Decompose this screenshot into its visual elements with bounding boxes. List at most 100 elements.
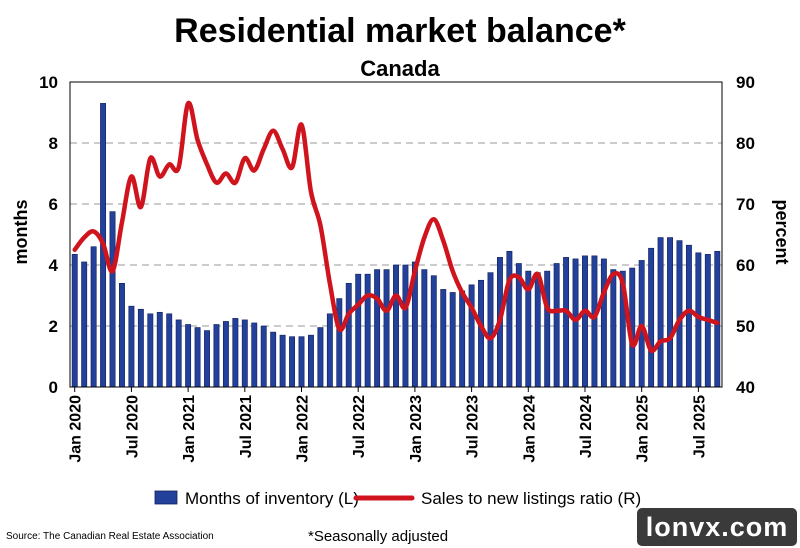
bar-2023-06 <box>459 290 466 388</box>
bar-2023-04 <box>440 289 447 388</box>
bar-2025-04 <box>667 237 673 388</box>
bar-2024-08 <box>591 255 598 388</box>
x-tick-label: Jul 2025 <box>691 395 708 458</box>
bar-2021-03 <box>204 330 210 388</box>
right-tick-label: 40 <box>736 378 755 397</box>
right-tick-label: 60 <box>736 256 755 275</box>
bar-2020-02 <box>81 261 88 388</box>
left-tick-label: 0 <box>49 378 58 397</box>
bar-2022-10 <box>383 269 390 388</box>
bar-2024-03 <box>544 270 551 388</box>
legend: Months of inventory (L) Sales to new lis… <box>154 489 641 508</box>
x-tick-label: Jan 2023 <box>408 395 425 463</box>
bar-2024-05 <box>563 257 570 388</box>
legend-bar-swatch <box>154 490 178 505</box>
bar-2020-10 <box>156 311 163 388</box>
x-tick-label: Jan 2024 <box>521 395 538 463</box>
left-tick-label: 4 <box>49 256 59 275</box>
right-tick-label: 80 <box>736 134 755 153</box>
bar-2023-09 <box>487 272 494 388</box>
bar-2020-12 <box>175 319 182 388</box>
legend-label-months-of-inventory: Months of inventory (L) <box>185 489 359 508</box>
bar-2021-10 <box>270 331 277 388</box>
right-tick-label: 70 <box>736 195 755 214</box>
bar-2024-06 <box>572 258 579 388</box>
x-tick-label: Jan 2022 <box>295 395 312 463</box>
bar-2020-08 <box>137 308 144 388</box>
watermark-logo: lonvx.com <box>637 508 797 546</box>
bar-2022-09 <box>374 269 381 388</box>
left-tick-label: 2 <box>49 317 58 336</box>
bar-2025-02 <box>648 247 655 388</box>
bar-2024-09 <box>600 258 607 388</box>
legend-label-sales-to-new-listings-ratio: Sales to new listings ratio (R) <box>421 489 641 508</box>
right-tick-label: 50 <box>736 317 755 336</box>
x-tick-label: Jul 2020 <box>124 395 141 458</box>
x-axis-ticks: Jan 2020 Jul 2020 Jan 2021 Jul 2021 Jan 2022… <box>68 387 708 463</box>
plot-frame <box>69 81 723 388</box>
bar-2022-01 <box>298 336 305 388</box>
x-tick-label: Jan 2021 <box>181 395 198 463</box>
bar-2024-02 <box>534 272 541 388</box>
bar-2020-06 <box>119 282 125 388</box>
bar-2024-10 <box>610 269 617 388</box>
bar-2025-06 <box>685 244 692 388</box>
left-tick-label: 8 <box>49 134 58 153</box>
left-axis-label: months <box>11 200 31 265</box>
left-tick-label: 10 <box>39 73 58 92</box>
bar-2024-04 <box>553 263 560 388</box>
bar-2023-07 <box>468 284 475 388</box>
bar-2021-09 <box>260 325 267 388</box>
bar-2022-07 <box>355 273 362 388</box>
chart-subtitle: Canada <box>360 56 440 81</box>
bar-2021-12 <box>289 336 296 388</box>
bar-2020-01 <box>71 254 78 388</box>
line-series-sales-to-new-listings-ratio <box>72 100 720 354</box>
x-tick-label: Jan 2025 <box>635 395 652 463</box>
bar-2020-11 <box>166 313 173 388</box>
bar-2021-06 <box>232 318 239 388</box>
x-tick-label: Jul 2021 <box>238 395 255 458</box>
bar-2022-02 <box>308 334 314 388</box>
left-tick-label: 6 <box>49 195 58 214</box>
bar-2021-07 <box>241 319 248 388</box>
x-tick-label: Jul 2024 <box>578 395 595 458</box>
bar-2023-05 <box>449 292 456 388</box>
source-note: Source: The Canadian Real Estate Associa… <box>6 531 214 542</box>
bar-2020-05 <box>109 211 116 388</box>
bar-2020-07 <box>128 305 135 388</box>
x-tick-label: Jul 2023 <box>465 395 482 458</box>
bar-2022-12 <box>402 264 409 388</box>
bar-2021-04 <box>213 324 220 388</box>
chart-title: Residential market balance* <box>174 12 626 50</box>
bar-2022-03 <box>317 327 324 388</box>
bar-2021-05 <box>222 321 229 388</box>
bar-2025-03 <box>657 237 664 388</box>
bar-2022-11 <box>393 264 399 388</box>
bar-2021-08 <box>251 322 258 388</box>
bar-2021-01 <box>185 324 192 388</box>
bar-2022-08 <box>364 273 371 388</box>
bar-2021-11 <box>279 334 286 388</box>
x-tick-label: Jan 2020 <box>68 395 85 463</box>
bar-2025-01 <box>638 260 645 388</box>
bar-2022-04 <box>326 313 333 388</box>
bar-2023-02 <box>421 269 428 388</box>
seasonal-adjustment-note: *Seasonally adjusted <box>308 528 448 545</box>
bar-2020-09 <box>147 313 154 388</box>
bar-2022-05 <box>336 298 343 388</box>
bar-2021-02 <box>194 327 201 388</box>
bar-series-months-of-inventory <box>71 103 721 388</box>
left-axis-ticks: 0 2 4 6 8 10 <box>39 73 58 397</box>
x-tick-label: Jul 2022 <box>351 395 368 458</box>
right-axis-label: percent <box>772 199 792 264</box>
bar-2023-03 <box>430 275 437 388</box>
bar-2025-09 <box>714 250 721 388</box>
bar-2023-11 <box>506 250 513 388</box>
bar-2020-03 <box>90 246 97 388</box>
bar-2022-06 <box>345 282 352 388</box>
right-tick-label: 90 <box>736 73 755 92</box>
right-axis-ticks: 40 50 60 70 80 90 <box>736 73 755 397</box>
bar-2024-07 <box>582 255 588 388</box>
